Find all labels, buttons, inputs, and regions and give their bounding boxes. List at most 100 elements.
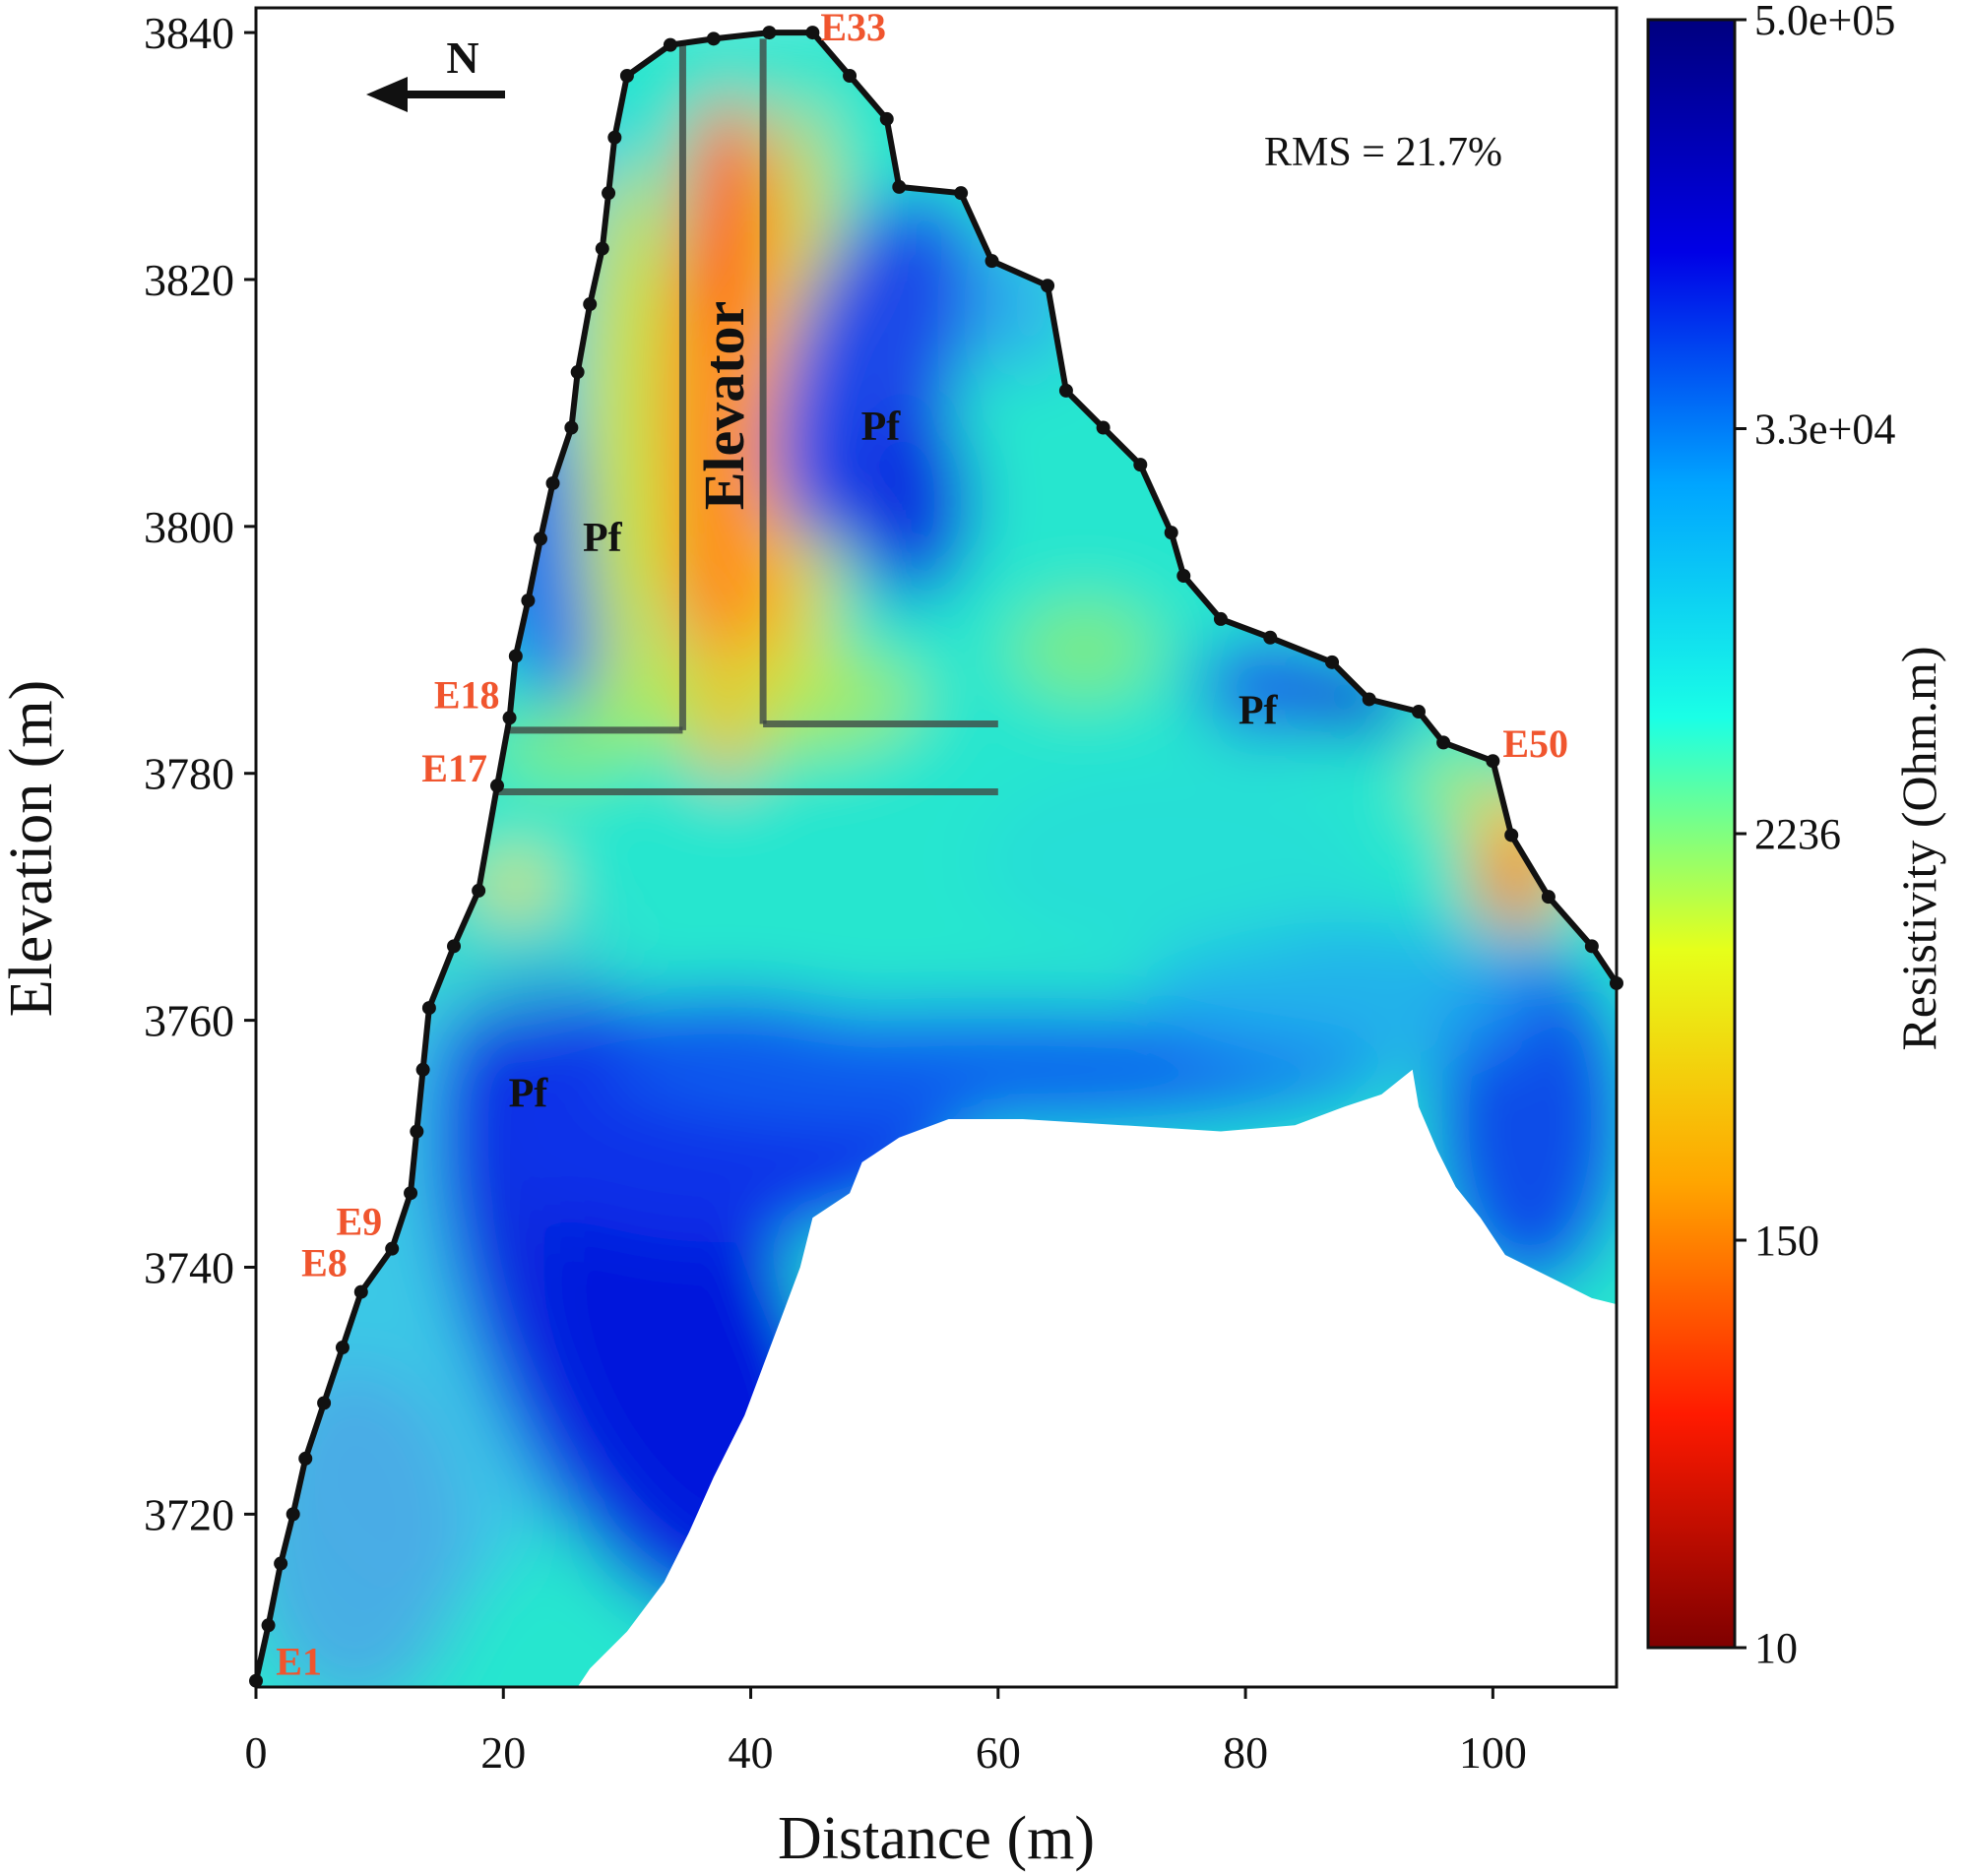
- electrode-marker: [843, 68, 857, 83]
- electrode-marker: [663, 37, 677, 52]
- y-tick-label: 3820: [144, 255, 234, 305]
- x-axis: 0 20 40 60 80 100: [245, 1687, 1527, 1778]
- north-arrow: N: [366, 32, 505, 112]
- electrode-label: E1: [276, 1640, 322, 1684]
- x-tick-label: 40: [729, 1727, 774, 1778]
- colorbar-tick-label: 10: [1754, 1624, 1798, 1672]
- y-tick-label: 3840: [144, 8, 234, 58]
- y-tick-label: 3780: [144, 749, 234, 799]
- electrode-marker: [317, 1396, 332, 1410]
- x-axis-title: Distance (m): [778, 1805, 1095, 1872]
- elevator-label: Elevator: [692, 301, 756, 511]
- electrode-label: E8: [301, 1240, 348, 1284]
- electrode-marker: [502, 711, 517, 725]
- colorbar-tick-label: 150: [1754, 1217, 1819, 1265]
- electrode-marker: [984, 254, 999, 269]
- electrode-marker: [619, 68, 634, 83]
- electrode-marker: [421, 1001, 436, 1016]
- electrode-marker: [607, 130, 622, 145]
- permafrost-label: Pf: [583, 516, 623, 561]
- y-tick-label: 3720: [144, 1489, 234, 1539]
- electrode-marker: [570, 365, 585, 380]
- topography-line: [253, 30, 1620, 1682]
- electrode-marker: [1486, 754, 1500, 769]
- electrode-marker: [1541, 890, 1556, 905]
- plot-frame: [254, 6, 1619, 1689]
- y-axis: 3720 3740 3760 3780 3800 3820 3840: [144, 8, 256, 1539]
- electrode-marker: [1584, 939, 1599, 954]
- x-tick-label: 20: [480, 1727, 526, 1778]
- permafrost-labels: Pf Pf Pf Pf: [509, 405, 1279, 1116]
- x-tick-label: 0: [245, 1727, 268, 1778]
- electrode-marker: [602, 186, 616, 201]
- electrode-marker: [353, 1284, 368, 1299]
- colorbar-tick-label: 5.0e+05: [1754, 0, 1895, 44]
- electrode-marker: [805, 26, 820, 40]
- electrode-marker: [1362, 692, 1376, 707]
- electrode-marker: [274, 1556, 288, 1571]
- electrode-marker: [762, 26, 777, 40]
- svg-text:N: N: [446, 32, 478, 83]
- electrode-label: E33: [820, 5, 886, 49]
- electrode-label: E9: [337, 1199, 383, 1243]
- electrode-label: E18: [434, 672, 500, 717]
- arrow-left-icon: [366, 77, 408, 112]
- electrode-marker: [410, 1124, 424, 1139]
- electrode-marker: [706, 31, 721, 46]
- electrode-marker: [508, 649, 523, 663]
- electrode-marker: [1133, 458, 1148, 472]
- electrode-marker: [415, 1062, 430, 1077]
- electrode-marker: [1213, 611, 1228, 626]
- electrode-marker: [1436, 735, 1451, 750]
- electrode-marker: [564, 420, 579, 435]
- electrode-label: E17: [421, 746, 487, 790]
- colorbar-gradient: [1646, 18, 1737, 1650]
- colorbar: 5.0e+05 3.3e+04 2236 150 10 Resistivity (Ohm…: [1646, 0, 1946, 1672]
- electrode-marker: [472, 883, 486, 898]
- electrode-marker: [261, 1618, 276, 1633]
- electrode-marker: [954, 186, 969, 201]
- electrode-marker: [533, 532, 547, 546]
- electrode-marker: [1096, 420, 1111, 435]
- electrode-marker: [385, 1241, 400, 1256]
- colorbar-title: Resistivity (Ohm.m): [1891, 646, 1946, 1050]
- rms-label: RMS = 21.7%: [1264, 130, 1502, 175]
- electrode-marker: [1176, 569, 1191, 584]
- y-tick-label: 3760: [144, 996, 234, 1046]
- electrode-marker: [1263, 630, 1278, 645]
- permafrost-label: Pf: [509, 1071, 549, 1116]
- electrode-marker: [1164, 526, 1178, 540]
- y-tick-label: 3800: [144, 502, 234, 552]
- y-axis-title: Elevation (m): [0, 680, 65, 1018]
- y-tick-label: 3740: [144, 1243, 234, 1293]
- x-tick-label: 60: [976, 1727, 1021, 1778]
- electrode-marker: [1041, 279, 1055, 293]
- electrode-marker: [879, 111, 894, 126]
- electrode-marker: [298, 1451, 313, 1466]
- electrode-marker: [404, 1186, 418, 1201]
- electrode-marker: [286, 1507, 300, 1522]
- electrode-marker: [595, 241, 609, 256]
- electrode-marker: [447, 939, 462, 954]
- colorbar-tick-label: 3.3e+04: [1754, 406, 1895, 454]
- electrode-marker: [335, 1341, 349, 1355]
- electrode-marker: [583, 297, 598, 312]
- x-tick-label: 80: [1223, 1727, 1268, 1778]
- topography-electrodes: [249, 26, 1623, 1688]
- electrode-marker: [1058, 383, 1073, 398]
- electrode-marker: [1411, 705, 1426, 719]
- tunnel-structures: [496, 38, 998, 796]
- permafrost-label: Pf: [1239, 689, 1279, 734]
- electrode-label: E50: [1502, 721, 1568, 766]
- x-tick-label: 100: [1459, 1727, 1527, 1778]
- electrode-marker: [1504, 828, 1519, 843]
- permafrost-label: Pf: [861, 405, 902, 450]
- electrode-marker: [1325, 655, 1340, 669]
- electrode-marker: [545, 475, 560, 490]
- electrode-marker: [892, 179, 907, 194]
- electrode-marker: [489, 779, 504, 793]
- colorbar-tick-label: 2236: [1754, 810, 1841, 858]
- electrode-marker: [521, 594, 536, 608]
